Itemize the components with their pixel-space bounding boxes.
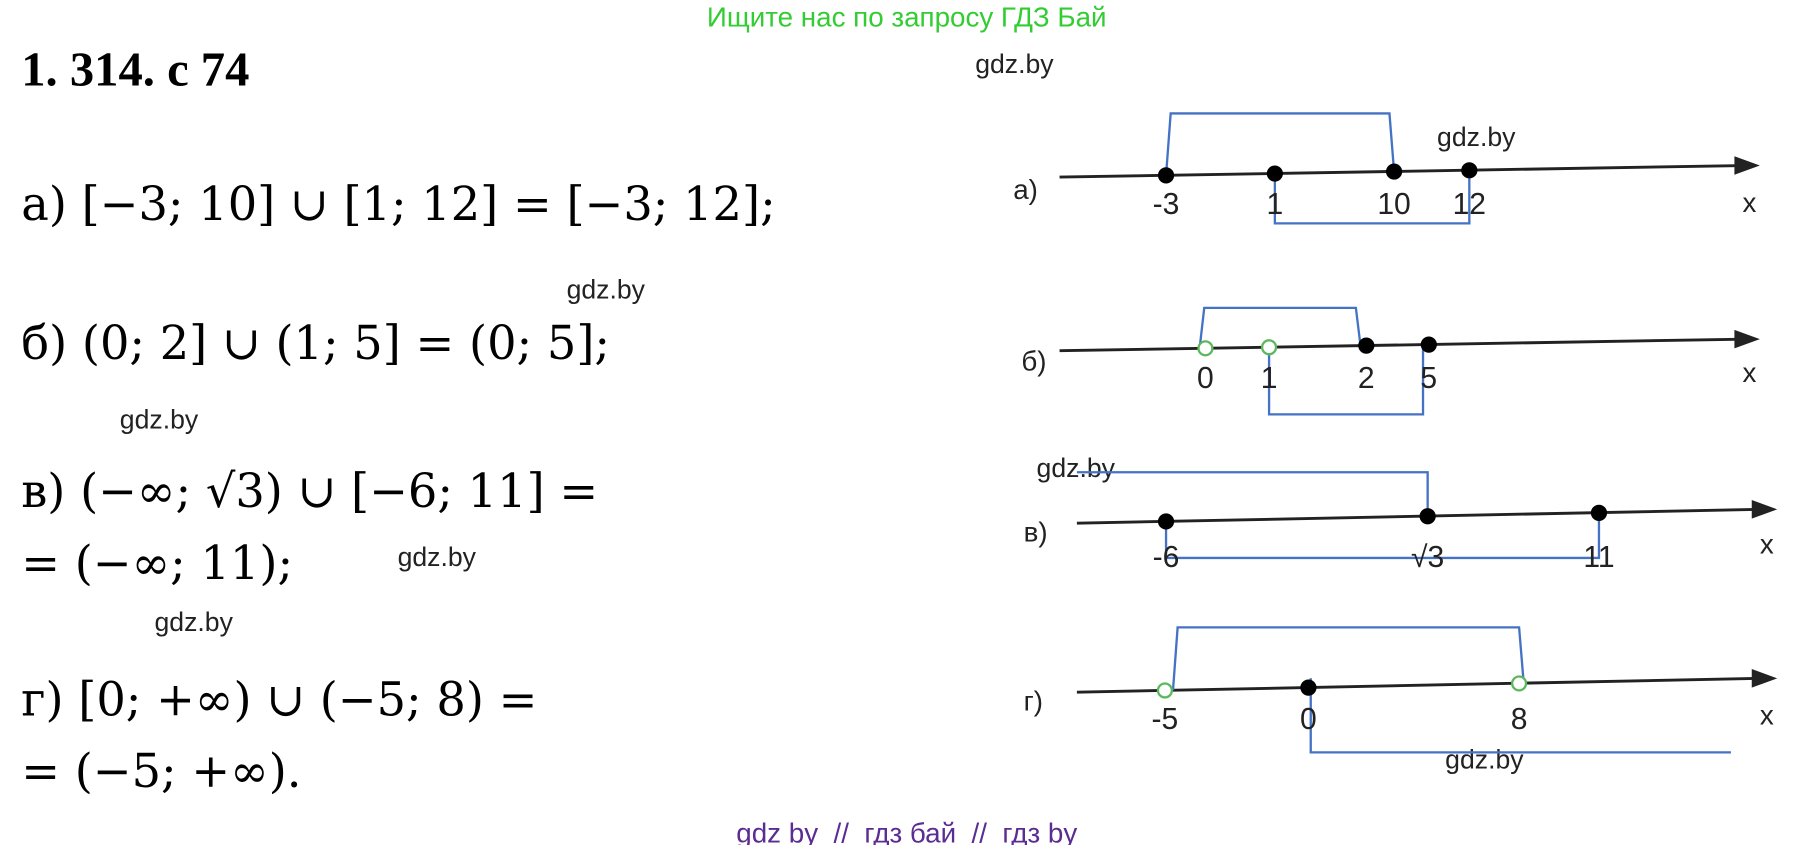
point-label: 1: [1266, 188, 1283, 221]
point-label: 8: [1511, 703, 1528, 736]
point-label: 2: [1358, 362, 1375, 395]
solution-line: г) [0; +∞) ∪ (−5; 8) =: [21, 672, 537, 726]
point-filled: [1300, 679, 1317, 696]
point-filled: [1590, 504, 1608, 521]
solution-line: б) (0; 2] ∪ (1; 5] = (0; 5];: [21, 316, 610, 370]
point-label: 0: [1300, 703, 1317, 736]
bracket-below: [1267, 344, 1425, 416]
diagram-label: а): [1013, 174, 1038, 205]
axis-name: x: [1742, 187, 1756, 218]
point-filled: [1157, 513, 1175, 530]
bracket-above: [1076, 471, 1429, 517]
diagram-label: в): [1024, 517, 1048, 548]
point-label: -6: [1153, 541, 1180, 574]
solution-line: = (−∞; 11);: [21, 536, 293, 590]
point-label: 1: [1261, 362, 1278, 395]
point-filled: [1419, 508, 1436, 525]
solution-line: = (−5; +∞).: [21, 744, 301, 798]
point-label: 5: [1420, 362, 1437, 395]
footer: gdz by // гдз бай // гдз by: [736, 818, 1077, 845]
watermark: gdz.by: [120, 404, 199, 434]
point-filled: [1385, 163, 1403, 180]
point-label: 10: [1377, 188, 1410, 221]
axis-name: x: [1760, 528, 1774, 559]
banner: Ищите нас по запросу ГДЗ Бай: [707, 2, 1107, 33]
axis: [1059, 337, 1744, 353]
bracket-below: [1309, 678, 1731, 754]
title: 1. 314. с 74: [21, 43, 249, 97]
bracket-above: [1198, 306, 1362, 349]
solution-line: в) (−∞; √3) ∪ [−6; 11] =: [21, 464, 598, 518]
watermark: gdz.by: [1445, 745, 1524, 775]
point-label: 0: [1197, 362, 1214, 395]
solution-line: а) [−3; 10] ∪ [1; 12] = [−3; 12];: [21, 177, 775, 231]
axis: [1076, 507, 1762, 525]
axis: [1076, 676, 1762, 694]
axis-arrow: [1734, 156, 1760, 175]
diagram-label: г): [1024, 686, 1043, 717]
point-open: [1260, 339, 1278, 356]
diagram-label: б): [1021, 345, 1046, 376]
bracket-above: [1164, 112, 1396, 176]
bracket-below: [1273, 170, 1471, 225]
point-filled: [1157, 167, 1175, 184]
axis-name: x: [1742, 357, 1756, 388]
axis-arrow: [1734, 329, 1760, 349]
point-filled: [1461, 162, 1478, 179]
bracket-below: [1164, 512, 1601, 560]
point-filled: [1358, 337, 1375, 354]
watermark: gdz.by: [398, 542, 477, 572]
point-label: 12: [1453, 188, 1486, 221]
watermark: gdz.by: [1037, 453, 1116, 483]
point-label: -3: [1153, 188, 1180, 221]
watermark: gdz.by: [1437, 122, 1516, 152]
point-open: [1197, 340, 1214, 357]
watermark: gdz.by: [155, 607, 234, 637]
point-open: [1510, 675, 1528, 692]
point-label: √3: [1411, 541, 1444, 574]
point-filled: [1420, 336, 1437, 353]
watermark: gdz.by: [567, 275, 646, 305]
point-filled: [1266, 165, 1283, 182]
axis-arrow: [1751, 669, 1778, 688]
point-label: -5: [1152, 703, 1179, 736]
watermark: gdz.by: [975, 49, 1054, 79]
axis-name: x: [1760, 700, 1774, 731]
point-open: [1156, 682, 1173, 699]
point-label: 11: [1583, 541, 1614, 574]
bracket-above: [1171, 626, 1525, 691]
axis-arrow: [1751, 500, 1778, 519]
